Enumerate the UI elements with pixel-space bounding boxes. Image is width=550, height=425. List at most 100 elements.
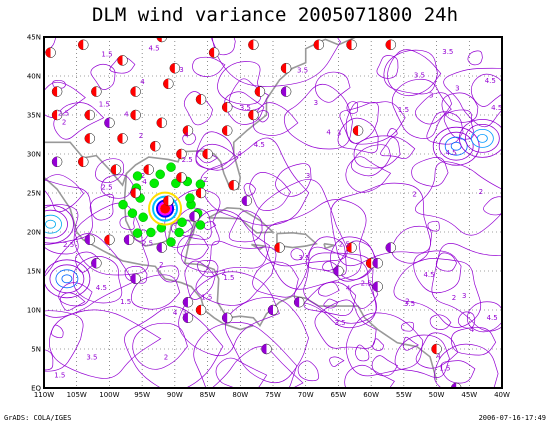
y-tick-label: 25N: [27, 190, 41, 198]
contour-line: [89, 193, 114, 221]
storm-green-cell: [149, 178, 159, 189]
contour-line: [290, 248, 305, 261]
x-tick-label: 65W: [331, 391, 347, 399]
red-marker-fill: [143, 164, 149, 175]
contour-line: [440, 360, 476, 384]
contour-line: [44, 81, 86, 118]
high-variance-contour: [470, 128, 494, 148]
contour-line: [195, 240, 277, 306]
contour-line: [415, 332, 459, 369]
contour-line: [49, 309, 162, 379]
contour-line: [387, 49, 442, 97]
contour-label: 2: [62, 118, 66, 126]
contour-label: 4: [470, 326, 475, 334]
red-marker-fill: [130, 86, 136, 97]
contour-line: [211, 37, 236, 56]
contour-label: 2.5: [339, 240, 350, 248]
x-tick-label: 40W: [494, 391, 510, 399]
contour-line: [252, 179, 348, 267]
red-marker-fill: [346, 39, 352, 50]
red-marker-fill: [281, 63, 287, 74]
contour-line: [130, 274, 181, 310]
contour-label: 3.5: [334, 319, 345, 327]
high-variance-contour: [476, 133, 488, 143]
storm-core-ring: [148, 191, 183, 226]
contour-label: 1.5: [201, 294, 212, 302]
purple-marker-fill: [372, 281, 378, 292]
storm-green-cell: [166, 162, 176, 172]
contour-line: [297, 360, 319, 382]
purple-marker-fill: [281, 86, 287, 97]
red-marker-fill: [163, 78, 169, 89]
contour-line: [305, 236, 347, 276]
high-variance-contour: [44, 209, 68, 239]
storm-green-cell: [127, 208, 138, 218]
contour-line: [380, 136, 416, 160]
contour-line: [184, 260, 216, 300]
contour-line: [330, 236, 377, 282]
contour-label: 2: [164, 353, 168, 361]
contour-label: 1.5: [54, 371, 65, 379]
plot-frame: [43, 36, 503, 389]
contour-label: 2.5: [142, 239, 153, 247]
contour-label: 2: [139, 132, 143, 140]
high-variance-contour: [49, 264, 85, 294]
x-tick-label: 80W: [232, 391, 248, 399]
contour-line: [323, 298, 339, 309]
contour-line: [275, 163, 312, 197]
contour-line: [393, 258, 482, 328]
contour-line: [411, 156, 449, 187]
contour-line: [44, 37, 57, 53]
contour-label: 3: [455, 84, 459, 92]
high-variance-contour: [464, 123, 500, 153]
red-marker-fill: [222, 125, 228, 136]
contour-line: [249, 172, 292, 211]
contour-line: [225, 297, 309, 384]
x-tick-label: 100W: [99, 391, 119, 399]
y-tick-label: 20N: [27, 229, 41, 237]
contour-label: 3: [179, 66, 183, 74]
storm-green-cell: [132, 228, 143, 238]
contour-line: [433, 343, 499, 388]
contour-label: 4.5: [491, 104, 502, 112]
contour-line: [44, 233, 135, 318]
contour-label: 3.5: [297, 67, 308, 75]
contour-label: 4: [326, 128, 331, 136]
contour-label: 1.5: [439, 365, 450, 373]
contour-line: [401, 321, 415, 332]
red-marker-fill: [176, 149, 182, 159]
high-variance-contour: [61, 274, 73, 284]
contour-line: [44, 349, 54, 371]
red-marker-fill: [156, 37, 162, 42]
coast-line: [123, 173, 438, 381]
contour-label: 2: [203, 176, 207, 184]
contour-line: [314, 299, 377, 349]
contour-label: 3: [306, 172, 310, 180]
coast-line: [323, 242, 335, 250]
x-tick-label: 95W: [134, 391, 150, 399]
purple-marker-fill: [156, 242, 162, 253]
red-marker-fill: [169, 63, 175, 74]
contour-line: [330, 182, 431, 267]
storm-green-cell: [146, 227, 156, 238]
contour-label: 3: [182, 308, 186, 316]
contour-line: [252, 102, 299, 136]
x-tick-label: 60W: [363, 391, 379, 399]
contour-label: 4: [436, 352, 441, 360]
x-tick-label: 70W: [298, 391, 314, 399]
contour-line: [303, 281, 357, 316]
coast-line: [69, 208, 254, 331]
contour-label: 3: [429, 92, 433, 100]
contour-label: 4.5: [96, 284, 107, 292]
contour-label: 4: [142, 178, 147, 186]
red-marker-fill: [91, 86, 97, 97]
high-variance-contour: [438, 131, 474, 161]
contour-line: [72, 256, 123, 304]
y-tick-label: 30N: [27, 151, 41, 159]
contour-label: 3.5: [442, 48, 453, 56]
y-tick-label: EQ: [31, 385, 41, 393]
red-marker-fill: [78, 156, 84, 167]
station-markers: [45, 37, 462, 388]
contour-line: [195, 143, 239, 171]
contour-label: 4.5: [445, 149, 456, 157]
